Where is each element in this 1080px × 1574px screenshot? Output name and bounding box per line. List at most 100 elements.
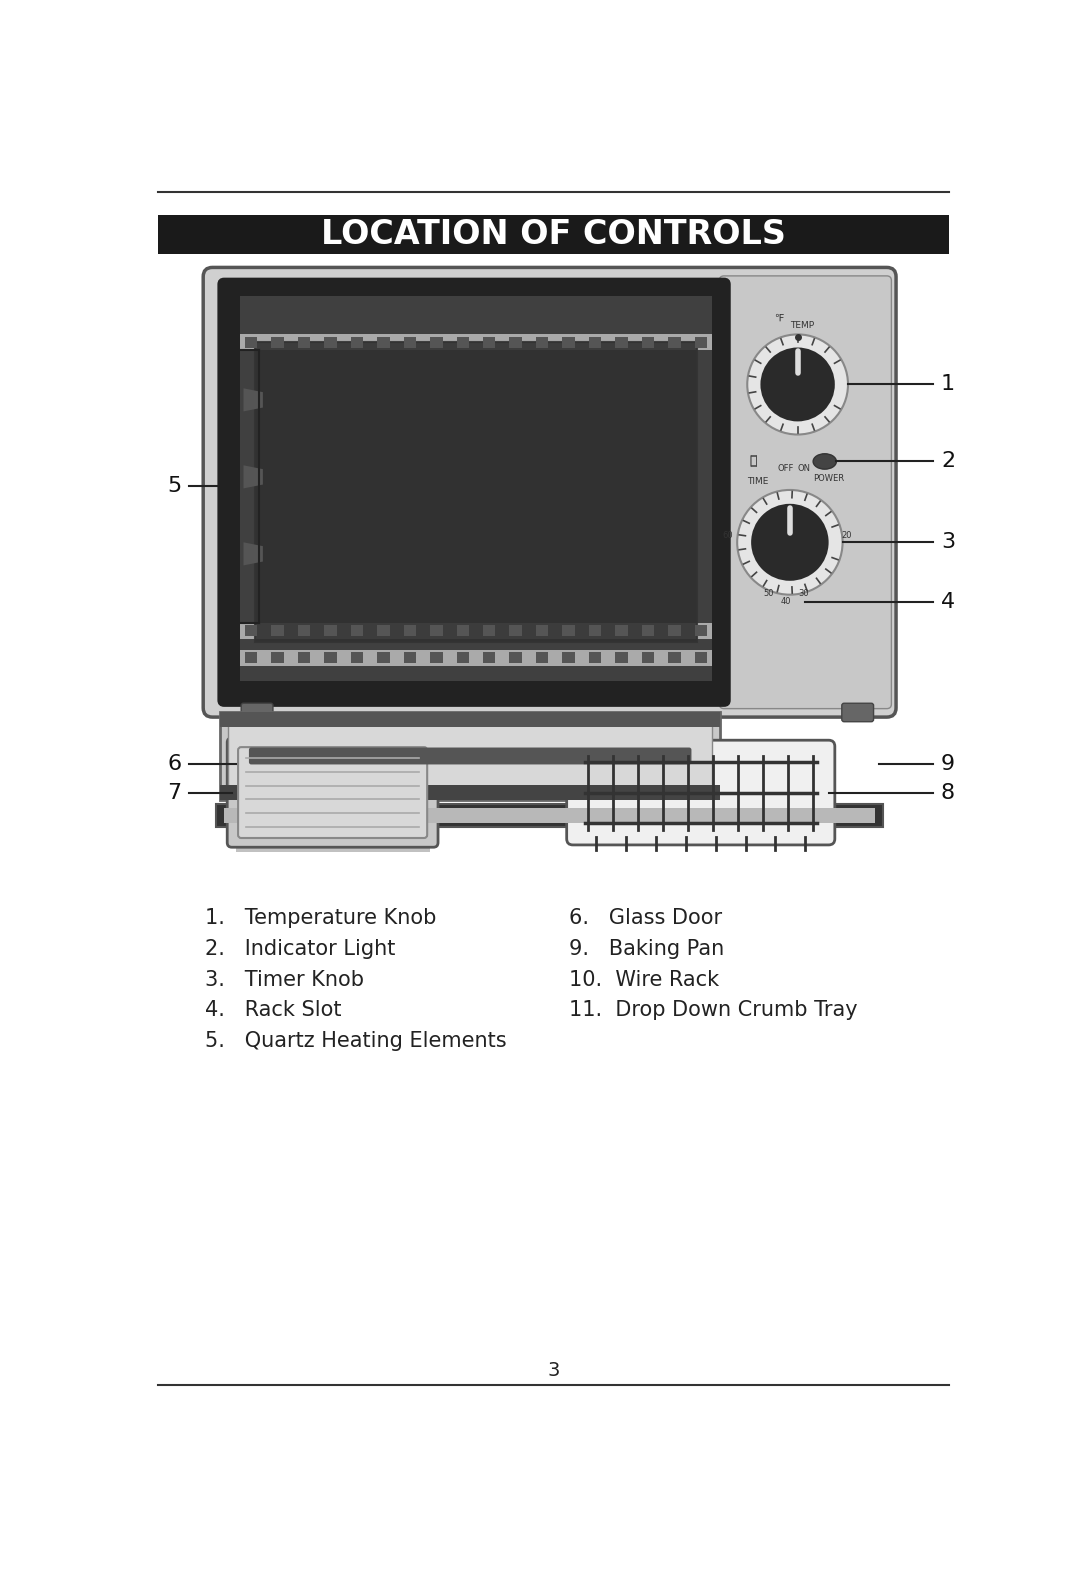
Text: 5: 5 [167,477,181,496]
FancyBboxPatch shape [203,268,896,718]
Bar [240,623,713,639]
Bar [430,652,443,663]
Bar [228,719,713,789]
Text: :  [750,453,757,467]
Bar [271,337,284,348]
Text: 6.   Glass Door: 6. Glass Door [569,908,723,929]
Bar [298,625,310,636]
Bar [298,652,310,663]
Polygon shape [243,389,262,411]
Text: 50: 50 [762,589,773,598]
Text: 1.   Temperature Knob: 1. Temperature Knob [205,908,436,929]
Text: 3: 3 [941,532,955,552]
Bar [240,334,713,349]
Bar [642,652,654,663]
Bar [669,652,680,663]
Bar [298,337,310,348]
Bar [694,652,707,663]
Text: 8: 8 [941,782,955,803]
Bar [220,711,720,727]
Text: 2.   Indicator Light: 2. Indicator Light [205,938,395,959]
Bar [563,625,575,636]
Bar [159,216,948,253]
Text: 60: 60 [723,532,733,540]
Bar [404,625,416,636]
Bar [324,625,337,636]
Bar [377,337,390,348]
Bar [457,652,469,663]
Text: 7: 7 [167,782,181,803]
Bar [216,804,882,828]
Bar [271,652,284,663]
Text: 4: 4 [941,592,955,612]
Bar [616,337,627,348]
Bar [271,625,284,636]
Bar [536,652,549,663]
Text: POWER: POWER [813,474,845,483]
Bar [255,342,697,642]
FancyBboxPatch shape [248,748,691,765]
Bar [430,625,443,636]
FancyBboxPatch shape [241,704,273,722]
Bar [642,337,654,348]
Ellipse shape [813,453,836,469]
Bar [404,652,416,663]
Text: 20: 20 [841,532,852,540]
Bar [225,807,875,823]
Circle shape [760,348,835,422]
Bar [457,625,469,636]
Bar [616,652,627,663]
Bar [694,625,707,636]
Bar [589,652,602,663]
FancyBboxPatch shape [227,738,438,847]
Bar [483,625,496,636]
Text: 6: 6 [167,754,181,774]
Bar [245,625,257,636]
FancyBboxPatch shape [219,280,729,705]
Bar [351,337,363,348]
Circle shape [747,334,848,434]
Bar [536,337,549,348]
Bar [694,337,707,348]
Bar [616,625,627,636]
Text: 10.  Wire Rack: 10. Wire Rack [569,970,719,990]
Text: 1: 1 [941,375,955,395]
Polygon shape [243,466,262,488]
Text: 11.  Drop Down Crumb Tray: 11. Drop Down Crumb Tray [569,1001,858,1020]
Bar [324,652,337,663]
Bar [483,652,496,663]
Text: 40: 40 [781,597,792,606]
Text: 30: 30 [798,589,809,598]
Bar [377,625,390,636]
Bar [669,337,680,348]
Bar [351,652,363,663]
Bar [324,337,337,348]
Bar [589,337,602,348]
Bar [245,652,257,663]
Text: TIME: TIME [747,477,769,486]
Bar [240,296,713,682]
Bar [404,337,416,348]
FancyBboxPatch shape [567,740,835,845]
Bar [589,625,602,636]
Text: 2: 2 [941,452,955,472]
FancyBboxPatch shape [841,704,874,722]
Text: LOCATION OF CONTROLS: LOCATION OF CONTROLS [321,217,786,250]
Circle shape [738,490,842,595]
Bar [430,337,443,348]
Bar [483,337,496,348]
Text: TEMP: TEMP [789,321,814,331]
Text: 3.   Timer Knob: 3. Timer Knob [205,970,364,990]
Text: ON: ON [797,464,810,472]
Bar [220,785,720,800]
Text: OFF: OFF [778,464,794,472]
Bar [377,652,390,663]
Text: 9.   Baking Pan: 9. Baking Pan [569,938,725,959]
Bar [642,625,654,636]
Bar [563,337,575,348]
Bar [510,625,522,636]
Bar [669,625,680,636]
Bar [563,652,575,663]
FancyBboxPatch shape [719,275,891,708]
Text: ℉: ℉ [774,313,784,323]
